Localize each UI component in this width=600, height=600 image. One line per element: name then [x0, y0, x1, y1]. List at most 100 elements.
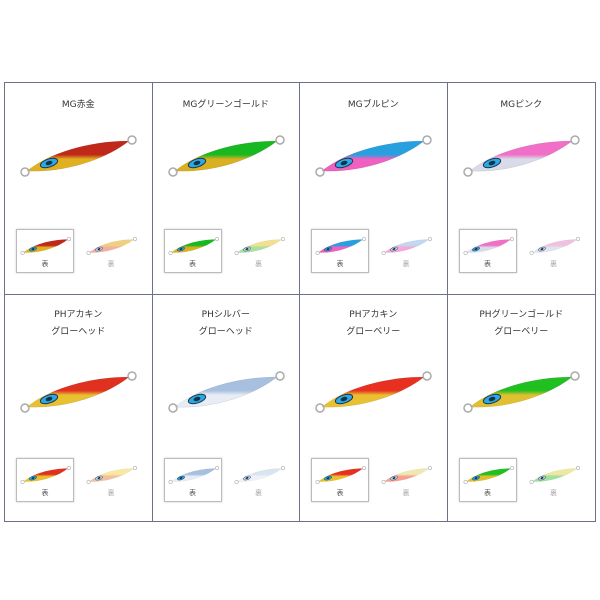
lure-image	[168, 236, 219, 256]
thumbnail-label: 裏	[107, 260, 115, 268]
product-cell: MGグリーンゴールド 表 裏	[152, 83, 300, 295]
thumbnail-front[interactable]: 表	[311, 229, 369, 273]
thumbnail-back[interactable]: 裏	[377, 229, 435, 273]
lure-image	[529, 465, 580, 485]
product-title: PHアカキン グローベリー	[300, 307, 447, 341]
thumbnail-label: 裏	[550, 489, 557, 497]
thumbnail-back[interactable]: 裏	[525, 229, 583, 273]
main-lure-image	[167, 133, 287, 179]
product-title: PHシルバー グローヘッド	[153, 307, 300, 341]
thumbnail-front[interactable]: 表	[458, 229, 517, 273]
main-lure-image	[314, 133, 434, 179]
thumbnail-label: 表	[41, 489, 49, 497]
thumbnail-label: 表	[41, 260, 49, 268]
thumbnail-list: 表 裏	[16, 229, 140, 273]
product-cell: PHシルバー グローヘッド 表 裏	[153, 295, 300, 521]
lure-image	[381, 236, 433, 256]
thumbnail-list: 表 裏	[311, 229, 435, 273]
title-line: MG赤金	[61, 100, 95, 110]
thumbnail-list: 表 裏	[458, 229, 583, 273]
thumbnail-list: 表 裏	[16, 458, 140, 502]
lure-image	[381, 465, 433, 485]
thumbnail-label: 表	[336, 260, 344, 268]
lure-image	[315, 371, 432, 413]
title-line: PHアカキン	[54, 310, 103, 320]
main-lure-image	[167, 369, 287, 415]
lure-image	[20, 135, 137, 177]
product-cell: PHアカキン グローベリー 表 裏	[300, 295, 448, 521]
thumbnail-list: 表 裏	[458, 458, 583, 502]
lure-image	[168, 465, 219, 485]
lure-image	[20, 371, 137, 413]
product-color-grid: MG赤金 表 裏 MGグリーンゴールド 表 裏 MGブルピン	[4, 82, 596, 522]
thumbnail-list: 表 裏	[163, 458, 288, 502]
main-lure-image	[462, 133, 582, 179]
lure-image	[167, 135, 285, 177]
thumbnail-front[interactable]: 表	[163, 458, 222, 502]
lure-image	[234, 465, 285, 485]
thumbnail-front[interactable]: 表	[16, 229, 74, 273]
thumbnail-back[interactable]: 裏	[377, 458, 435, 502]
thumbnail-list: 表 裏	[163, 229, 288, 273]
product-title: PHアカキン グローヘッド	[5, 307, 152, 341]
title-line: PHシルバー	[201, 310, 250, 320]
thumbnail-label: 表	[484, 489, 491, 497]
lure-image	[20, 236, 72, 256]
thumbnail-label: 裏	[402, 260, 410, 268]
lure-image	[86, 465, 138, 485]
main-lure-image	[19, 369, 139, 415]
lure-image	[463, 236, 514, 256]
thumbnail-back[interactable]: 裏	[82, 229, 140, 273]
main-lure-image	[462, 369, 582, 415]
product-cell: MGブルピン 表 裏	[300, 83, 448, 295]
title-line: グローベリー	[494, 327, 549, 337]
lure-image	[315, 465, 367, 485]
thumbnail-front[interactable]: 表	[311, 458, 369, 502]
title-line: MGグリーンゴールド	[182, 100, 269, 110]
thumbnail-label: 裏	[550, 260, 557, 268]
product-cell: PHアカキン グローヘッド 表 裏	[5, 295, 153, 521]
thumbnail-label: 表	[189, 489, 196, 497]
thumbnail-front[interactable]: 表	[163, 229, 222, 273]
product-cell: MGピンク 表 裏	[447, 83, 596, 295]
title-line: PHグリーンゴールド	[479, 310, 564, 320]
product-cell: MG赤金 表 裏	[5, 83, 153, 295]
thumbnail-label: 裏	[255, 260, 262, 268]
title-line: PHアカキン	[349, 310, 398, 320]
thumbnail-back[interactable]: 裏	[525, 458, 583, 502]
thumbnail-front[interactable]: 表	[458, 458, 517, 502]
lure-image	[463, 465, 514, 485]
thumbnail-list: 表 裏	[311, 458, 435, 502]
product-title: PHグリーンゴールド グローベリー	[448, 307, 596, 341]
product-title: MGピンク	[448, 97, 596, 114]
lure-image	[462, 371, 580, 413]
lure-image	[315, 236, 367, 256]
product-title: MG赤金	[5, 97, 152, 114]
main-lure-image	[19, 133, 139, 179]
lure-image	[529, 236, 580, 256]
thumbnail-label: 裏	[402, 489, 410, 497]
thumbnail-label: 表	[336, 489, 344, 497]
title-line: グローヘッド	[51, 327, 106, 337]
thumbnail-back[interactable]: 裏	[230, 458, 288, 502]
title-line: グローベリー	[346, 327, 401, 337]
thumbnail-label: 表	[484, 260, 491, 268]
product-title: MGグリーンゴールド	[153, 97, 300, 114]
thumbnail-label: 裏	[107, 489, 115, 497]
thumbnail-back[interactable]: 裏	[82, 458, 140, 502]
lure-image	[20, 465, 72, 485]
lure-image	[167, 371, 285, 413]
lure-image	[315, 135, 432, 177]
title-line: MGピンク	[500, 100, 543, 110]
thumbnail-label: 裏	[255, 489, 262, 497]
thumbnail-front[interactable]: 表	[16, 458, 74, 502]
main-lure-image	[314, 369, 434, 415]
lure-image	[234, 236, 285, 256]
thumbnail-label: 表	[189, 260, 196, 268]
product-cell: PHグリーンゴールド グローベリー 表 裏	[448, 295, 596, 521]
title-line: グローヘッド	[198, 327, 253, 337]
title-line: MGブルピン	[347, 100, 399, 110]
thumbnail-back[interactable]: 裏	[230, 229, 288, 273]
product-title: MGブルピン	[300, 97, 447, 114]
lure-image	[86, 236, 138, 256]
